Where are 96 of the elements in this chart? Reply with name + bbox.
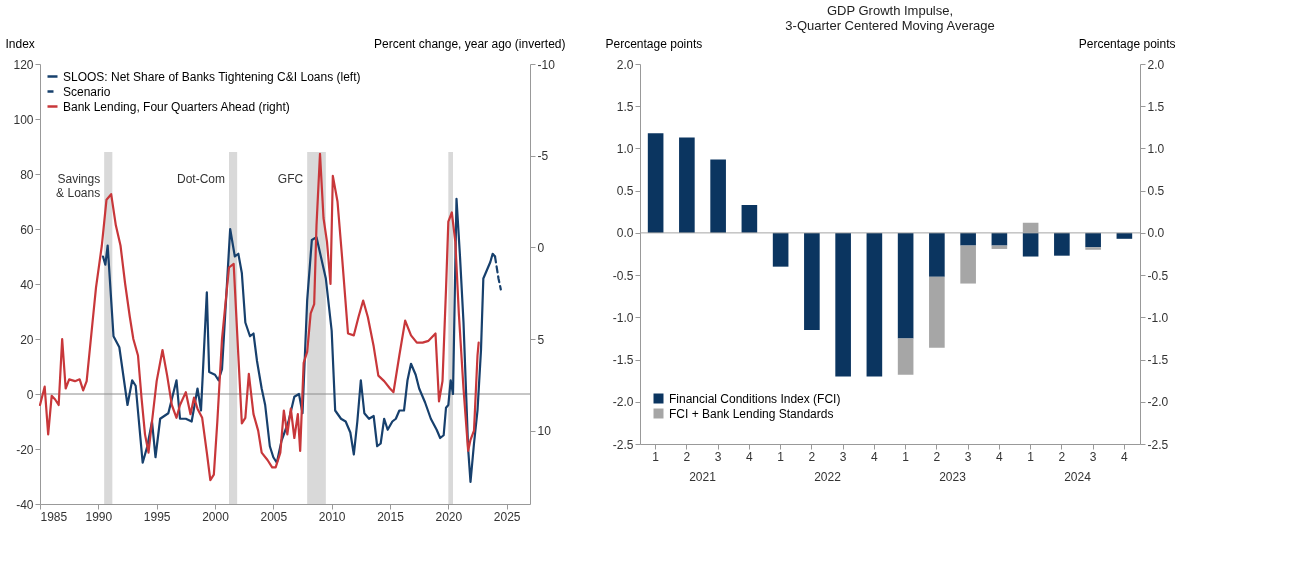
band-label: GFC — [277, 172, 304, 186]
x-tick-label: 1 — [652, 449, 660, 464]
text: 2024 — [1064, 470, 1092, 484]
bar — [1085, 247, 1101, 250]
y-tick-label: 100 — [13, 112, 34, 127]
band-label: Dot-Com — [176, 172, 225, 186]
x-tick-label: 1990 — [85, 509, 113, 524]
bar — [679, 137, 695, 233]
y-axis-title: Index — [5, 36, 35, 51]
x-tick-label: 1995 — [143, 509, 171, 524]
bar — [804, 232, 820, 330]
x-tick-label: 2 — [683, 449, 691, 464]
chart-title: GDP Growth Impulse, 3-Quarter Centered Moving Average — [785, 3, 995, 33]
y-tick-label: 40 — [20, 277, 34, 292]
y2-tick-label: -0.5 — [1147, 268, 1169, 283]
x-tick-label: 2015 — [377, 509, 405, 524]
bar — [1054, 232, 1070, 256]
x-tick-label: 1985 — [40, 509, 68, 524]
y2-tick-label: 1.5 — [1147, 99, 1165, 114]
y2-tick-label: 0.0 — [1147, 226, 1165, 241]
legend-label: SLOOS: Net Share of Banks Tightening C&I Loans (left) — [63, 69, 361, 84]
legend-label: Financial Conditions Index (FCI) — [669, 391, 841, 406]
x-tick-label: 3 — [1089, 449, 1097, 464]
x-tick-label: 4 — [871, 449, 879, 464]
x-tick-label: 3 — [714, 449, 722, 464]
y2-tick-label: -2.5 — [1147, 437, 1169, 452]
y2-tick-label: -10 — [537, 57, 556, 72]
bar — [647, 133, 664, 233]
band-label: Savings & Loans — [56, 172, 101, 200]
x-tick-label: 2000 — [202, 509, 230, 524]
bar — [929, 232, 945, 277]
y2-tick-label: -5 — [537, 149, 549, 164]
y-tick-label: 0.0 — [616, 226, 634, 241]
y2-tick-label: -2.0 — [1147, 395, 1169, 410]
bar — [929, 276, 945, 348]
x-tick-label: 1 — [902, 449, 910, 464]
x-tick-label: 1 — [1027, 449, 1035, 464]
y-tick-label: 0.5 — [616, 184, 634, 199]
y-tick-label: 20 — [20, 332, 34, 347]
y-tick-label: -2.5 — [612, 437, 634, 452]
text: 2022 — [814, 470, 842, 484]
bar — [991, 232, 1008, 246]
x-tick-label: 3 — [839, 449, 847, 464]
x-tick-label: 2 — [933, 449, 941, 464]
x-tick-label: 2 — [1058, 449, 1066, 464]
bar — [835, 232, 851, 377]
x-tick-label: 4 — [746, 449, 754, 464]
bar — [1085, 232, 1101, 248]
y2-tick-label: 10 — [537, 424, 552, 439]
y2-axis-title: Percentage points — [1078, 36, 1176, 51]
bar — [741, 205, 758, 233]
bar — [710, 159, 726, 233]
x-tick-label: 2005 — [260, 509, 288, 524]
x-tick-label: 2025 — [493, 509, 521, 524]
x-tick-label: 2010 — [318, 509, 346, 524]
y-tick-label: 1.0 — [616, 141, 634, 156]
x-tick-label: 2 — [808, 449, 816, 464]
text: 2021 — [689, 470, 717, 484]
y2-tick-label: 2.0 — [1147, 57, 1165, 72]
x-tick-label: 4 — [1121, 449, 1129, 464]
bar — [1022, 232, 1039, 257]
y-tick-label: -20 — [16, 442, 34, 457]
y-tick-label: 1.5 — [616, 99, 634, 114]
x-tick-label: 4 — [996, 449, 1004, 464]
y-tick-label: 2.0 — [616, 57, 634, 72]
y2-tick-label: 0.5 — [1147, 184, 1165, 199]
legend-label: FCI + Bank Lending Standards — [669, 406, 834, 421]
x-tick-label: 3 — [964, 449, 972, 464]
y-tick-label: 60 — [20, 222, 34, 237]
bar — [866, 232, 883, 377]
y2-tick-label: 0 — [537, 240, 545, 255]
legend-label: Scenario — [63, 84, 111, 99]
y-tick-label: -40 — [16, 497, 34, 512]
y2-tick-label: 1.0 — [1147, 141, 1165, 156]
y-tick-label: -2.0 — [612, 395, 634, 410]
y2-tick-label: -1.5 — [1147, 353, 1169, 368]
bar — [897, 338, 914, 375]
bar — [960, 232, 976, 246]
legend-label: Bank Lending, Four Quarters Ahead (right) — [63, 99, 290, 114]
y-tick-label: 80 — [20, 167, 34, 182]
bar — [772, 232, 789, 267]
line-series — [38, 152, 480, 482]
y-tick-label: 0 — [26, 387, 34, 402]
y-tick-label: 120 — [13, 57, 34, 72]
y-tick-label: -0.5 — [612, 268, 634, 283]
bar — [897, 232, 914, 339]
y2-tick-label: 5 — [537, 332, 545, 347]
x-tick-label: 1 — [777, 449, 785, 464]
text: 2023 — [939, 470, 967, 484]
x-tick-label: 2020 — [435, 509, 463, 524]
y-tick-label: -1.5 — [612, 353, 634, 368]
y2-axis-title: Percent change, year ago (inverted) — [374, 36, 566, 51]
y-axis-title: Percentage points — [605, 36, 703, 51]
y-tick-label: -1.0 — [612, 310, 634, 325]
bar — [960, 245, 976, 284]
y2-tick-label: -1.0 — [1147, 310, 1169, 325]
